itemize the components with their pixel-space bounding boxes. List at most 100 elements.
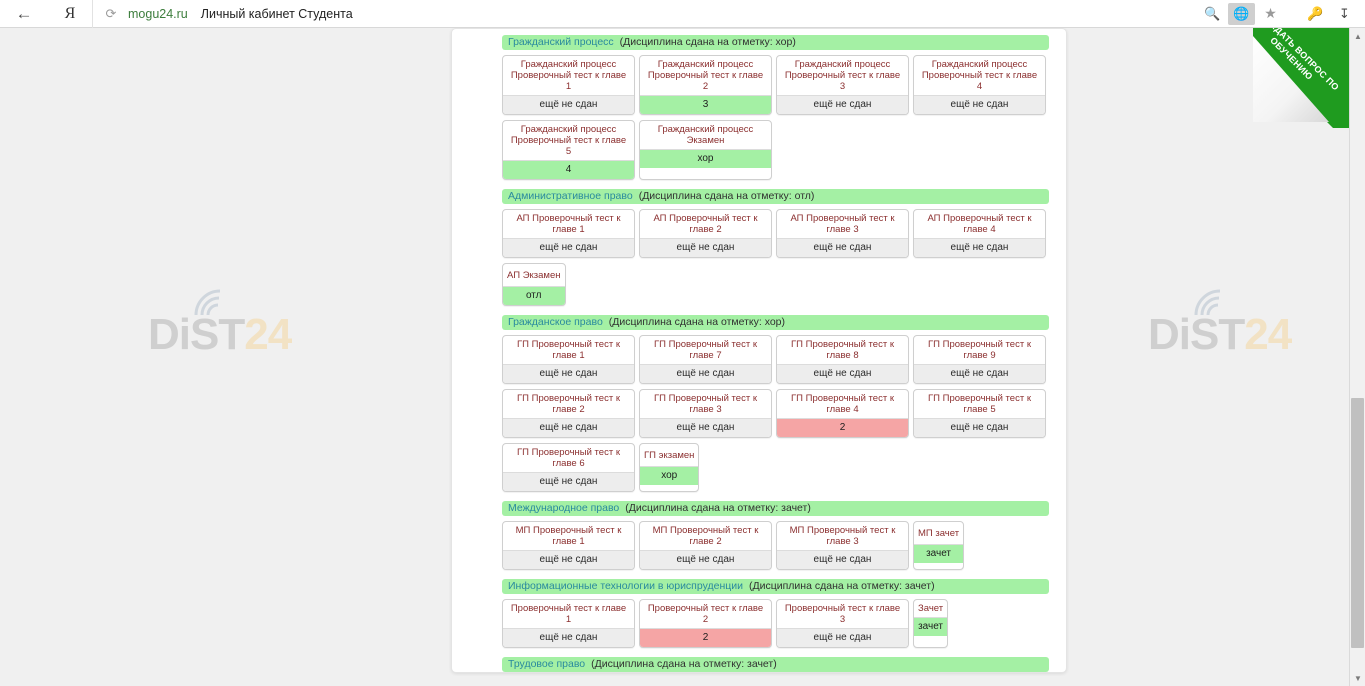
test-card[interactable]: Проверочный тест к главе 2 2 xyxy=(639,599,772,648)
test-card-status: ещё не сдан xyxy=(777,238,908,257)
test-card[interactable]: АП Проверочный тест к главе 1 ещё не сдан xyxy=(502,209,635,258)
test-card-status: ещё не сдан xyxy=(503,238,634,257)
page-title: Личный кабинет Студента xyxy=(200,6,353,21)
discipline-link[interactable]: Международное право xyxy=(508,502,620,514)
test-card-title: Проверочный тест к главе 2 xyxy=(647,603,764,625)
address-bar[interactable]: ⟳ mogu24.ru Личный кабинет Студента xyxy=(92,0,1198,28)
globe-icon[interactable]: 🌐 xyxy=(1228,2,1255,25)
watermark-right: DiST24 xyxy=(1148,289,1292,360)
test-card[interactable]: ГП Проверочный тест к главе 5 ещё не сдан xyxy=(913,389,1046,438)
test-card[interactable]: ГП Проверочный тест к главе 6 ещё не сдан xyxy=(502,443,635,492)
scroll-up-arrow-icon[interactable]: ▲ xyxy=(1354,31,1362,41)
test-card-title: ГП Проверочный тест к главе 7 xyxy=(654,339,757,361)
test-card-status: 2 xyxy=(777,418,908,437)
test-card[interactable]: АП Проверочный тест к главе 2 ещё не сдан xyxy=(639,209,772,258)
test-card[interactable]: ГП Проверочный тест к главе 7 ещё не сдан xyxy=(639,335,772,384)
test-card-status: зачет xyxy=(914,544,964,563)
download-icon[interactable]: ↧ xyxy=(1339,5,1350,21)
test-card-status: ещё не сдан xyxy=(914,95,1045,114)
test-card[interactable]: ГП Проверочный тест к главе 3 ещё не сдан xyxy=(639,389,772,438)
discipline-card-row: Гражданский процесс Проверочный тест к гл… xyxy=(502,55,1049,181)
test-card-title: ГП Проверочный тест к главе 8 xyxy=(791,339,894,361)
test-card-title: Гражданский процесс Проверочный тест к гл… xyxy=(510,124,627,157)
discipline-link[interactable]: Информационные технологии в юриспруденци… xyxy=(508,580,744,592)
test-card-title: АП Экзамен xyxy=(507,269,561,281)
discipline-card-row: АП Проверочный тест к главе 1 ещё не сдан… xyxy=(502,209,1049,307)
bookmark-star-icon[interactable]: ★ xyxy=(1264,5,1277,21)
discipline-list: Гражданский процесс (Дисциплина сдана на … xyxy=(502,29,1049,672)
zoom-out-icon[interactable]: 🔍 xyxy=(1204,5,1221,21)
discipline-grade-note: (Дисциплина сдана на отметку: отл) xyxy=(638,190,815,202)
ask-question-ribbon[interactable]: ? ЗАДАТЬ ВОПРОС ПО ОБУЧЕНИЮ xyxy=(1253,28,1349,128)
page-viewport: DiST24 DiST24 DiST24 Гражданский процесс… xyxy=(0,28,1349,686)
watermark-left: DiST24 xyxy=(148,289,292,360)
test-card-title: МП Проверочный тест к главе 1 xyxy=(515,525,622,547)
discipline-link[interactable]: Административное право xyxy=(508,190,633,202)
test-card[interactable]: ГП Проверочный тест к главе 1 ещё не сдан xyxy=(502,335,635,384)
test-card-title: АП Проверочный тест к главе 3 xyxy=(790,213,895,235)
test-card[interactable]: МП Проверочный тест к главе 1 ещё не сдан xyxy=(502,521,635,570)
yandex-logo[interactable]: Я xyxy=(48,0,92,28)
test-card[interactable]: Гражданский процесс Экзамен хор xyxy=(639,120,772,180)
test-card[interactable]: ГП экзамен хор xyxy=(639,443,700,492)
test-card[interactable]: Проверочный тест к главе 3 ещё не сдан xyxy=(776,599,909,648)
test-card[interactable]: Проверочный тест к главе 1 ещё не сдан xyxy=(502,599,635,648)
watermark-text-main: DiST xyxy=(1148,310,1245,359)
test-card-status: ещё не сдан xyxy=(503,628,634,647)
test-card-status: ещё не сдан xyxy=(777,550,908,569)
test-card[interactable]: Гражданский процесс Проверочный тест к гл… xyxy=(639,55,772,115)
test-card-status: 2 xyxy=(640,628,771,647)
test-card-title: Проверочный тест к главе 3 xyxy=(784,603,901,625)
test-card[interactable]: МП Проверочный тест к главе 2 ещё не сдан xyxy=(639,521,772,570)
test-card-status: ещё не сдан xyxy=(640,550,771,569)
test-card[interactable]: АП Экзамен отл xyxy=(502,263,566,306)
test-card-title: Зачет xyxy=(918,603,944,614)
discipline-link[interactable]: Трудовое право xyxy=(508,658,586,670)
discipline-grade-note: (Дисциплина сдана на отметку: зачет) xyxy=(749,580,935,592)
test-card-status: ещё не сдан xyxy=(914,418,1045,437)
test-card[interactable]: ГП Проверочный тест к главе 2 ещё не сдан xyxy=(502,389,635,438)
discipline-grade-note: (Дисциплина сдана на отметку: хор) xyxy=(619,36,796,48)
test-card[interactable]: МП зачет зачет xyxy=(913,521,965,570)
test-card-title: АП Проверочный тест к главе 4 xyxy=(927,213,1032,235)
test-card-status: ещё не сдан xyxy=(640,418,771,437)
yandex-logo-text: Я xyxy=(64,4,76,22)
test-card[interactable]: ГП Проверочный тест к главе 9 ещё не сдан xyxy=(913,335,1046,384)
test-card-title: Гражданский процесс Проверочный тест к гл… xyxy=(510,59,627,92)
discipline-header: Трудовое право (Дисциплина сдана на отмет… xyxy=(502,657,1049,672)
discipline-card-row: МП Проверочный тест к главе 1 ещё не сдан… xyxy=(502,521,1049,571)
scrollbar-thumb[interactable] xyxy=(1351,398,1364,648)
content-panel: Гражданский процесс (Дисциплина сдана на … xyxy=(451,28,1067,673)
test-card-status: ещё не сдан xyxy=(503,95,634,114)
discipline-link[interactable]: Гражданский процесс xyxy=(508,36,614,48)
browser-toolbar: ← Я ⟳ mogu24.ru Личный кабинет Студента … xyxy=(0,0,1365,28)
test-card[interactable]: ГП Проверочный тест к главе 4 2 xyxy=(776,389,909,438)
test-card[interactable]: Гражданский процесс Проверочный тест к гл… xyxy=(913,55,1046,115)
test-card-status: ещё не сдан xyxy=(640,238,771,257)
test-card-status: ещё не сдан xyxy=(503,472,634,491)
watermark-text-accent: 24 xyxy=(1244,310,1292,359)
test-card-status: ещё не сдан xyxy=(777,95,908,114)
page-scrollbar[interactable]: ▲ ▼ xyxy=(1349,28,1365,686)
test-card-status: хор xyxy=(640,466,699,485)
scrollbar-track[interactable] xyxy=(1350,44,1365,670)
discipline-header: Административное право (Дисциплина сдана … xyxy=(502,189,1049,204)
scroll-down-arrow-icon[interactable]: ▼ xyxy=(1354,673,1362,683)
reload-icon[interactable]: ⟳ xyxy=(105,5,117,21)
test-card-status: хор xyxy=(640,149,771,168)
test-card[interactable]: Гражданский процесс Проверочный тест к гл… xyxy=(502,120,635,180)
test-card[interactable]: Гражданский процесс Проверочный тест к гл… xyxy=(776,55,909,115)
password-key-icon[interactable]: 🔑 xyxy=(1307,5,1324,21)
test-card[interactable]: АП Проверочный тест к главе 3 ещё не сдан xyxy=(776,209,909,258)
back-arrow-icon[interactable]: ← xyxy=(15,3,33,23)
test-card-title: Проверочный тест к главе 1 xyxy=(510,603,627,625)
test-card[interactable]: Зачет зачет xyxy=(913,599,949,648)
discipline-link[interactable]: Гражданское право xyxy=(508,316,603,328)
test-card-status: ещё не сдан xyxy=(640,364,771,383)
test-card-title: МП Проверочный тест к главе 3 xyxy=(789,525,896,547)
test-card[interactable]: АП Проверочный тест к главе 4 ещё не сдан xyxy=(913,209,1046,258)
test-card-status: ещё не сдан xyxy=(914,238,1045,257)
test-card[interactable]: Гражданский процесс Проверочный тест к гл… xyxy=(502,55,635,115)
test-card[interactable]: ГП Проверочный тест к главе 8 ещё не сдан xyxy=(776,335,909,384)
test-card[interactable]: МП Проверочный тест к главе 3 ещё не сдан xyxy=(776,521,909,570)
